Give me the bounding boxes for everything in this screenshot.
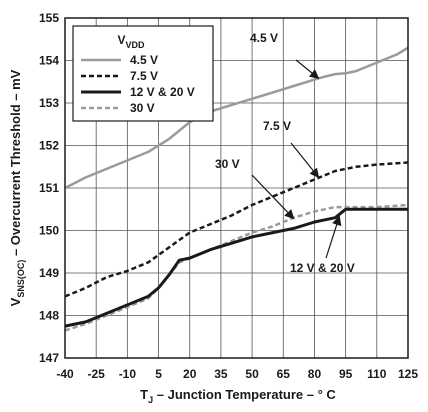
y-axis-label-rest: – Overcurrent Threshold – mV: [8, 69, 23, 259]
y-tick-label: 150: [39, 224, 59, 238]
y-tick-label: 151: [39, 181, 59, 195]
x-tick-label: 5: [155, 367, 162, 381]
x-tick-label: 65: [277, 367, 291, 381]
y-tick-labels: 147 148 149 150 151 152 153 154 155: [39, 11, 59, 365]
plot-frame: [64, 17, 409, 359]
y-tick-label: 152: [39, 139, 59, 153]
x-axis-label-main: T: [140, 387, 148, 402]
y-axis-label-main: V: [8, 297, 23, 306]
annotation-arrow-2: [251, 174, 295, 220]
legend-label-2: 12 V & 20 V: [130, 85, 195, 99]
annotation-label-1: 7.5 V: [263, 119, 291, 133]
x-tick-label: 110: [367, 367, 387, 381]
series-line-3: [64, 203, 409, 332]
series-line-1: [64, 161, 409, 298]
annotation-arrow-1: [290, 142, 320, 179]
legend-title-sub: VDD: [126, 40, 146, 50]
annotation-arrow-3: [325, 215, 342, 259]
x-tick-label: 125: [398, 367, 418, 381]
legend-box: [72, 25, 214, 122]
y-tick-label: 149: [39, 266, 59, 280]
x-axis-label-rest: – Junction Temperature – ° C: [153, 387, 336, 402]
series-line-2: [64, 207, 408, 328]
x-tick-label: 35: [214, 367, 228, 381]
annotation-label-0: 4.5 V: [250, 31, 278, 45]
x-tick-label: -10: [119, 367, 137, 381]
y-tick-label: 148: [39, 309, 59, 323]
y-tick-label: 155: [39, 11, 59, 25]
annotation-arrow-0: [295, 59, 320, 79]
legend-label-1: 7.5 V: [130, 69, 158, 83]
x-tick-label: 20: [183, 367, 197, 381]
x-axis-label-sub: J: [148, 395, 153, 405]
y-axis-label-sub: SNS(OC): [16, 260, 26, 298]
legend: VVDD 4.5 V 7.5 V 12 V & 20 V 30 V: [72, 25, 214, 122]
annotations-group: 4.5 V 7.5 V 30 V 12 V & 20 V: [215, 31, 355, 275]
legend-title-main: V: [117, 33, 125, 47]
x-tick-label: -40: [56, 367, 74, 381]
legend-label-3: 30 V: [130, 101, 155, 115]
y-tick-label: 147: [39, 351, 59, 365]
y-tick-label: 154: [39, 54, 59, 68]
x-tick-labels: -40 -25 -10 5 20 35 50 65 80 95 110 125: [56, 367, 418, 381]
y-axis-label: VSNS(OC) – Overcurrent Threshold – mV: [8, 69, 26, 306]
legend-title: VVDD: [117, 33, 145, 50]
x-tick-label: 95: [339, 367, 353, 381]
series-group: [64, 46, 409, 332]
legend-label-0: 4.5 V: [130, 53, 158, 67]
x-tick-label: -25: [88, 367, 106, 381]
annotation-label-2: 30 V: [215, 157, 240, 171]
series-line-0: [64, 46, 409, 190]
x-axis-label: TJ – Junction Temperature – ° C: [140, 387, 336, 405]
x-tick-label: 50: [245, 367, 259, 381]
y-tick-label: 153: [39, 96, 59, 110]
annotation-label-3: 12 V & 20 V: [290, 261, 355, 275]
x-tick-label: 80: [308, 367, 322, 381]
